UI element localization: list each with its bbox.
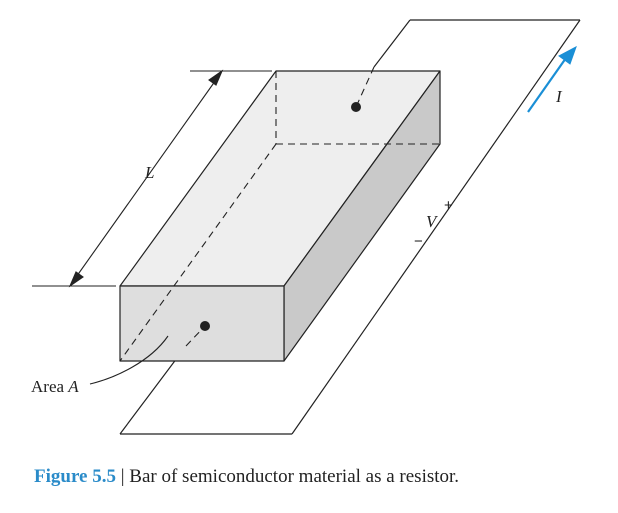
- current-arrowhead: [558, 45, 577, 65]
- wire-right-edge: [291, 19, 581, 435]
- current-label: I: [555, 87, 563, 106]
- semiconductor-bar: [119, 70, 441, 362]
- wire-left-upper-dashed: [355, 66, 375, 108]
- semiconductor-bar-diagram: L I V + − Area A: [31, 19, 581, 435]
- current-arrow-shaft: [527, 57, 567, 113]
- wire-left-upper-solid: [373, 19, 411, 68]
- voltage-plus-sign: +: [444, 197, 453, 214]
- current-arrow: [527, 45, 577, 113]
- hidden-edges: [119, 66, 440, 362]
- front-contact-dot: [200, 321, 210, 331]
- dimension-arrowhead-top: [208, 69, 224, 86]
- dimension-arrowhead-bottom: [68, 271, 84, 288]
- area-label: Area A: [31, 377, 79, 396]
- top-contact-dot: [351, 102, 361, 112]
- area-label-variable: A: [67, 377, 79, 396]
- dimension-line: [73, 76, 219, 281]
- length-label: L: [144, 163, 154, 182]
- caption-separator: |: [115, 466, 130, 487]
- area-pointer-curve: [89, 335, 169, 385]
- voltage-label: V: [426, 212, 439, 231]
- length-dimension: [32, 69, 272, 288]
- figure-number: Figure 5.5: [34, 466, 116, 487]
- voltage-minus-sign: −: [414, 233, 423, 250]
- wire-left-middle-dashed: [185, 325, 206, 347]
- area-label-prefix: Area: [31, 377, 68, 396]
- figure-caption: Figure 5.5 | Bar of semiconductor materi…: [34, 466, 459, 488]
- hidden-edge-left-bottom: [119, 143, 277, 362]
- caption-text: Bar of semiconductor material as a resis…: [129, 466, 460, 487]
